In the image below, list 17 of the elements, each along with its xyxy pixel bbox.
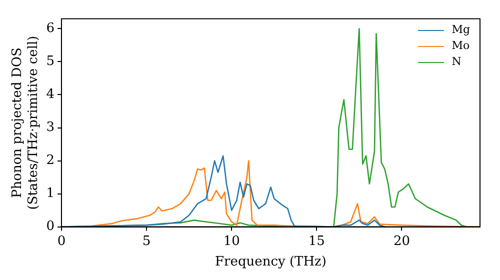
legend-label: Mo [452, 38, 470, 54]
legend-label: Mg [452, 22, 470, 38]
y-tick-label: 3 [46, 120, 54, 136]
legend-label: N [452, 54, 462, 70]
x-tick-label: 20 [393, 234, 410, 249]
y-tick-label: 4 [46, 87, 54, 102]
x-tick-label: 0 [57, 234, 66, 249]
y-tick-label: 6 [46, 21, 54, 36]
y-axis-title: Phonon projected DOS (States/THz·primitive cell) [10, 36, 41, 210]
x-tick-label: 15 [308, 234, 325, 249]
x-tick-label: 5 [142, 234, 151, 249]
y-tick-label: 5 [46, 54, 54, 70]
y-tick-label: 0 [46, 219, 54, 234]
y-tick-label: 1 [46, 186, 54, 202]
y-tick-label: 2 [46, 153, 54, 168]
x-axis-title: Frequency (THz) [215, 254, 326, 270]
x-tick-label: 10 [223, 234, 240, 249]
